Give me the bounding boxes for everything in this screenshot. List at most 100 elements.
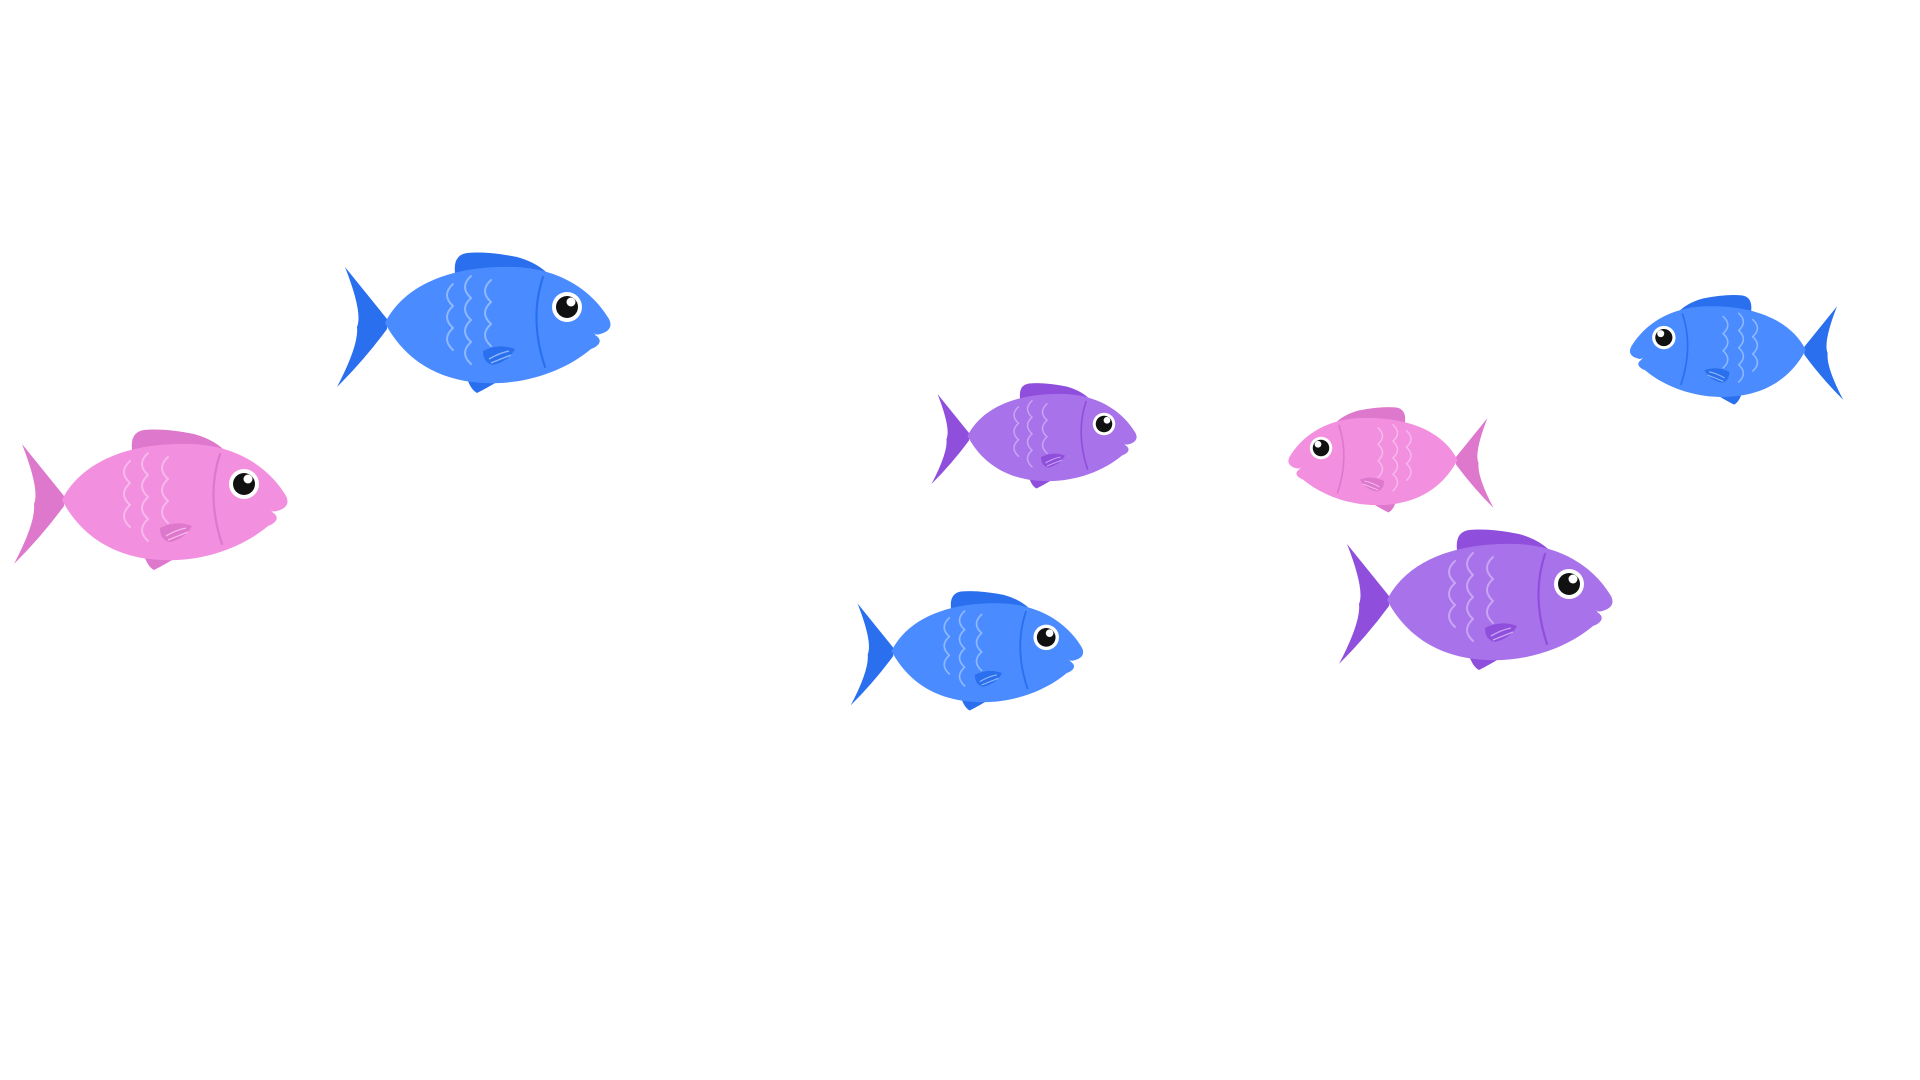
purple-fish-right xyxy=(1339,529,1613,670)
fish-scale xyxy=(141,496,149,520)
fish-scale xyxy=(1448,560,1456,584)
fish-scale xyxy=(161,456,169,480)
fish-body xyxy=(1387,543,1613,661)
pectoral-fin-line xyxy=(1364,480,1380,488)
fish-scale xyxy=(1737,329,1745,349)
mouth xyxy=(1123,443,1137,448)
eye-pupil xyxy=(1312,439,1330,457)
pectoral-fin-line xyxy=(1046,459,1063,467)
fish-scale xyxy=(141,452,149,476)
eye-highlight xyxy=(1568,574,1578,584)
pectoral-fin-line xyxy=(1362,483,1379,491)
eye-highlight xyxy=(1657,330,1665,338)
fish-scale xyxy=(1722,315,1729,335)
fish-scale xyxy=(958,666,966,687)
fish-scale xyxy=(1377,443,1384,462)
tail-fin xyxy=(337,267,387,387)
fish-scale xyxy=(975,632,983,653)
fish-scale xyxy=(1392,424,1399,442)
fish-scale xyxy=(1405,430,1412,448)
fish-scale xyxy=(1041,403,1048,421)
tail-fin xyxy=(14,444,64,564)
fish-scale xyxy=(943,635,951,657)
fish-scale xyxy=(446,283,454,307)
fish-scale xyxy=(1392,457,1399,475)
pectoral-fin-line xyxy=(167,531,189,541)
fish-scale xyxy=(1466,574,1474,598)
mouth xyxy=(1595,610,1613,616)
fish-scale xyxy=(1026,416,1033,435)
fish-scale xyxy=(1737,346,1745,366)
gill-line xyxy=(1336,424,1345,494)
eye-pupil xyxy=(1655,328,1673,347)
fish-scale xyxy=(141,518,149,542)
fish-body xyxy=(967,393,1137,482)
pectoral-fin-line xyxy=(490,354,512,364)
fish-scale xyxy=(1448,604,1456,628)
fish-scale xyxy=(1448,582,1456,606)
pectoral-fin-line xyxy=(1708,371,1725,379)
eye-highlight xyxy=(1045,629,1054,637)
fish-scale xyxy=(1026,433,1033,451)
fish-scale xyxy=(1737,312,1745,332)
fish-scale xyxy=(464,275,472,299)
fish-scale xyxy=(1751,335,1759,355)
gill-line xyxy=(212,452,224,546)
eye-pupil xyxy=(233,473,255,495)
blue-fish-center-bottom xyxy=(850,591,1084,711)
fish-body xyxy=(62,443,288,561)
gill-line xyxy=(1080,400,1089,470)
fish-body xyxy=(891,603,1084,703)
fish-scale xyxy=(464,341,472,365)
eye-pupil xyxy=(1558,573,1580,595)
gill-line xyxy=(535,275,547,369)
fish-scale xyxy=(1026,400,1033,418)
mouth xyxy=(1068,659,1084,665)
fish-scale xyxy=(464,319,472,343)
mouth xyxy=(270,510,288,516)
pectoral-fin-line xyxy=(981,677,999,686)
fish-scale xyxy=(1486,578,1494,602)
fish-scale xyxy=(161,500,169,524)
fish-scale xyxy=(1377,460,1384,478)
fish-scale xyxy=(1751,318,1759,338)
mouth xyxy=(1288,467,1302,472)
fish-scale xyxy=(484,279,492,303)
fish-body xyxy=(1288,417,1458,506)
fish-scale xyxy=(1026,449,1033,468)
fish-scale xyxy=(1405,463,1412,481)
tail-fin xyxy=(1804,306,1844,400)
eye-highlight xyxy=(566,297,576,307)
fish-scale xyxy=(1751,353,1759,372)
fish-school xyxy=(14,252,1844,711)
tail-fin xyxy=(1339,544,1389,664)
pectoral-fin-line xyxy=(165,527,187,537)
tail-fin xyxy=(850,603,894,706)
fish-scale xyxy=(1041,436,1048,454)
eye-highlight xyxy=(1314,440,1322,448)
fish-scale xyxy=(1466,618,1474,642)
fish-scale xyxy=(123,460,131,484)
fish-scale xyxy=(958,610,966,631)
fish-scale xyxy=(958,647,966,669)
gill-line xyxy=(1019,610,1029,690)
fish-scale xyxy=(484,301,492,325)
fish-scale xyxy=(975,651,983,672)
fish-scale xyxy=(1405,446,1412,465)
fish-scale xyxy=(1737,364,1745,383)
eye-pupil xyxy=(556,296,578,318)
pink-fish-left xyxy=(14,429,288,570)
fish-scale xyxy=(1392,473,1399,492)
fish-scale xyxy=(1013,439,1020,457)
fish-scale xyxy=(958,628,966,650)
gill-line xyxy=(1680,313,1689,386)
fish-scale xyxy=(1486,600,1494,624)
eye-pupil xyxy=(1095,415,1113,433)
fish-scale xyxy=(484,323,492,347)
eye-pupil xyxy=(1036,628,1056,647)
pectoral-fin-line xyxy=(1490,627,1512,637)
fish-body xyxy=(1629,306,1806,397)
fish-scale xyxy=(1392,440,1399,459)
